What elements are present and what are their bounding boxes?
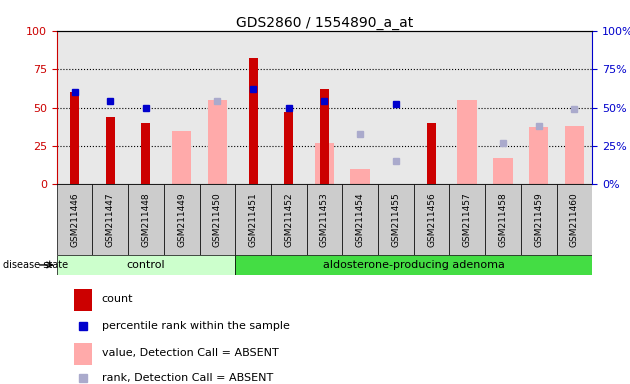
Bar bbox=[249, 58, 258, 184]
Text: disease state: disease state bbox=[3, 260, 68, 270]
Bar bbox=[271, 184, 307, 255]
Text: GSM211455: GSM211455 bbox=[391, 192, 400, 247]
Text: GSM211454: GSM211454 bbox=[356, 192, 365, 247]
Text: GSM211448: GSM211448 bbox=[142, 192, 151, 247]
Bar bbox=[529, 127, 549, 184]
Bar bbox=[235, 255, 592, 275]
Bar bbox=[57, 184, 93, 255]
Bar bbox=[564, 126, 584, 184]
Bar bbox=[128, 184, 164, 255]
Bar bbox=[320, 89, 329, 184]
Text: GSM211453: GSM211453 bbox=[320, 192, 329, 247]
Text: GSM211460: GSM211460 bbox=[570, 192, 579, 247]
Title: GDS2860 / 1554890_a_at: GDS2860 / 1554890_a_at bbox=[236, 16, 413, 30]
Bar bbox=[342, 184, 378, 255]
Bar bbox=[106, 117, 115, 184]
Bar bbox=[485, 184, 521, 255]
Text: GSM211446: GSM211446 bbox=[70, 192, 79, 247]
Text: percentile rank within the sample: percentile rank within the sample bbox=[102, 321, 290, 331]
Bar bbox=[235, 184, 271, 255]
Text: GSM211449: GSM211449 bbox=[177, 192, 186, 247]
Bar bbox=[457, 100, 477, 184]
Text: control: control bbox=[127, 260, 165, 270]
Bar bbox=[521, 184, 556, 255]
Text: GSM211447: GSM211447 bbox=[106, 192, 115, 247]
Text: GSM211452: GSM211452 bbox=[284, 192, 293, 247]
Text: rank, Detection Call = ABSENT: rank, Detection Call = ABSENT bbox=[102, 373, 273, 383]
Text: aldosterone-producing adenoma: aldosterone-producing adenoma bbox=[323, 260, 505, 270]
Bar bbox=[200, 184, 235, 255]
Bar bbox=[427, 123, 436, 184]
Bar bbox=[314, 143, 335, 184]
Bar bbox=[70, 92, 79, 184]
Bar bbox=[164, 184, 200, 255]
Bar bbox=[74, 343, 92, 365]
Text: GSM211450: GSM211450 bbox=[213, 192, 222, 247]
Bar bbox=[172, 131, 192, 184]
Bar bbox=[74, 289, 92, 311]
Text: GSM211457: GSM211457 bbox=[463, 192, 472, 247]
Bar bbox=[307, 184, 342, 255]
Text: GSM211459: GSM211459 bbox=[534, 192, 543, 247]
Text: value, Detection Call = ABSENT: value, Detection Call = ABSENT bbox=[102, 348, 278, 358]
Bar bbox=[350, 169, 370, 184]
Bar bbox=[414, 184, 449, 255]
Text: GSM211456: GSM211456 bbox=[427, 192, 436, 247]
Bar bbox=[207, 100, 227, 184]
Bar bbox=[284, 112, 293, 184]
Bar bbox=[378, 184, 414, 255]
Bar bbox=[93, 184, 128, 255]
Bar bbox=[556, 184, 592, 255]
Text: GSM211451: GSM211451 bbox=[249, 192, 258, 247]
Bar bbox=[142, 123, 151, 184]
Bar bbox=[493, 158, 513, 184]
Bar bbox=[449, 184, 485, 255]
Text: GSM211458: GSM211458 bbox=[498, 192, 507, 247]
Text: count: count bbox=[102, 294, 134, 304]
Bar bbox=[57, 255, 235, 275]
